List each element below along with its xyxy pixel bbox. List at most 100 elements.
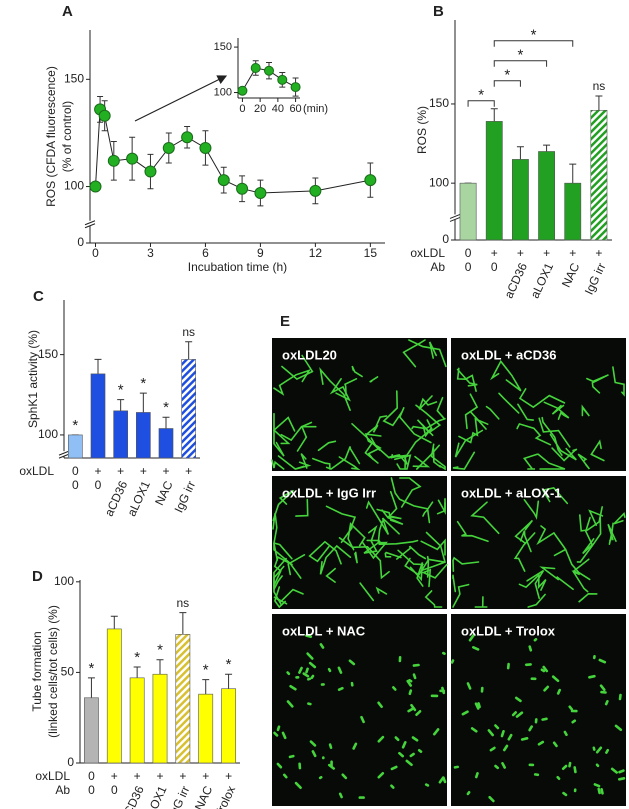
y-tick-label: 100 <box>64 179 84 193</box>
significance: ns <box>593 79 606 93</box>
x-tick-label: + <box>225 769 232 783</box>
x-tick-label: Trolox <box>212 784 239 809</box>
micrograph-texture <box>452 487 626 608</box>
cell-strand <box>458 417 489 444</box>
cell-cluster <box>286 700 294 708</box>
cell-strand <box>375 586 388 595</box>
cell-strand <box>456 520 489 543</box>
error-bar <box>543 144 551 152</box>
x-tick-label: aLOX1 <box>141 783 170 809</box>
error-bar <box>139 392 147 413</box>
cell-strand <box>426 555 430 578</box>
cell-strand <box>296 421 313 452</box>
cell-cluster <box>288 754 295 759</box>
data-point <box>217 174 230 187</box>
cell-cluster <box>618 777 626 781</box>
data-point <box>236 182 249 195</box>
x-tick-label: aCD36 <box>118 783 147 809</box>
cell-strand <box>418 395 438 410</box>
bar <box>84 697 99 764</box>
x-tick-label: 9 <box>257 246 264 260</box>
x-tick-label: + <box>134 769 141 783</box>
error-bar <box>87 677 95 698</box>
micrograph <box>272 476 447 609</box>
cell-strand <box>399 477 422 508</box>
micrograph-title: oxLDL + NAC <box>282 623 366 638</box>
cell-strand <box>277 455 312 470</box>
x-tick-label: 0 <box>88 769 95 783</box>
error-bar <box>133 666 141 678</box>
cell-cluster <box>618 693 622 701</box>
cell-cluster <box>494 764 499 770</box>
panel-letter: D <box>32 568 43 585</box>
cell-strand <box>369 376 379 383</box>
cell-cluster <box>511 711 517 717</box>
cell-cluster <box>305 634 313 638</box>
x-tick-label: + <box>185 464 192 478</box>
error-bar <box>94 358 102 374</box>
x-tick-label: aLOX1 <box>528 260 557 300</box>
cell-strand <box>464 393 479 430</box>
cell-strand <box>551 447 578 462</box>
cell-strand <box>518 573 547 591</box>
cell-strand <box>543 401 570 420</box>
row-label: oxLDL <box>35 769 70 783</box>
cell-strand <box>416 444 440 470</box>
cell-strand <box>586 374 609 394</box>
x-tick-label: + <box>94 464 101 478</box>
axis-break <box>449 216 461 222</box>
x-tick-label: 0 <box>95 478 102 492</box>
error-bar <box>225 673 233 689</box>
cell-strand <box>424 590 443 608</box>
x-tick-label: + <box>543 246 550 260</box>
cell-strand <box>271 459 285 470</box>
row-label: Ab <box>430 260 445 274</box>
x-tick-label: 15 <box>364 246 378 260</box>
cell-strand <box>280 425 317 442</box>
x-axis-label: Incubation time (h) <box>188 260 287 274</box>
cell-cluster <box>377 772 385 779</box>
cell-cluster <box>568 705 574 711</box>
cell-strand <box>519 530 532 553</box>
significance: * <box>140 375 146 392</box>
cell-cluster <box>441 686 446 695</box>
y-tick-label: 150 <box>429 96 449 110</box>
x-tick-label: + <box>595 246 602 260</box>
cell-strand <box>329 378 351 402</box>
comparison-bracket <box>493 60 548 67</box>
bar <box>68 434 83 459</box>
cell-strand <box>272 489 295 522</box>
cell-cluster <box>605 748 609 754</box>
x-tick-label: + <box>111 769 118 783</box>
x-tick-label: + <box>569 246 576 260</box>
significance: * <box>163 399 169 416</box>
micrograph <box>451 338 626 471</box>
error-bar <box>162 416 170 429</box>
cell-cluster <box>417 749 423 753</box>
inset-x-unit: (min) <box>303 103 328 115</box>
cell-strand <box>409 562 424 587</box>
cell-strand <box>513 532 536 572</box>
significance: * <box>89 660 95 677</box>
cell-cluster <box>618 769 625 774</box>
significance: * <box>157 642 163 659</box>
cell-cluster <box>338 792 343 799</box>
cell-cluster <box>348 659 356 666</box>
cell-strand <box>518 388 566 409</box>
cell-cluster <box>466 791 471 796</box>
axis-break <box>58 450 70 456</box>
cell-cluster <box>450 659 455 664</box>
significance: ns <box>177 596 190 610</box>
micrograph-title: oxLDL + aLOX-1 <box>461 485 562 500</box>
data-point <box>290 82 301 93</box>
cell-cluster <box>489 746 496 752</box>
cell-cluster <box>487 729 494 737</box>
bar <box>106 628 122 764</box>
cell-strand <box>541 416 563 456</box>
cell-strand <box>382 390 403 427</box>
cell-strand <box>359 582 375 602</box>
y-axis-label: ROS (CFDA fluorescence) <box>44 66 58 207</box>
error-bar <box>595 95 603 111</box>
cell-cluster <box>405 759 413 767</box>
cell-cluster <box>298 666 303 674</box>
